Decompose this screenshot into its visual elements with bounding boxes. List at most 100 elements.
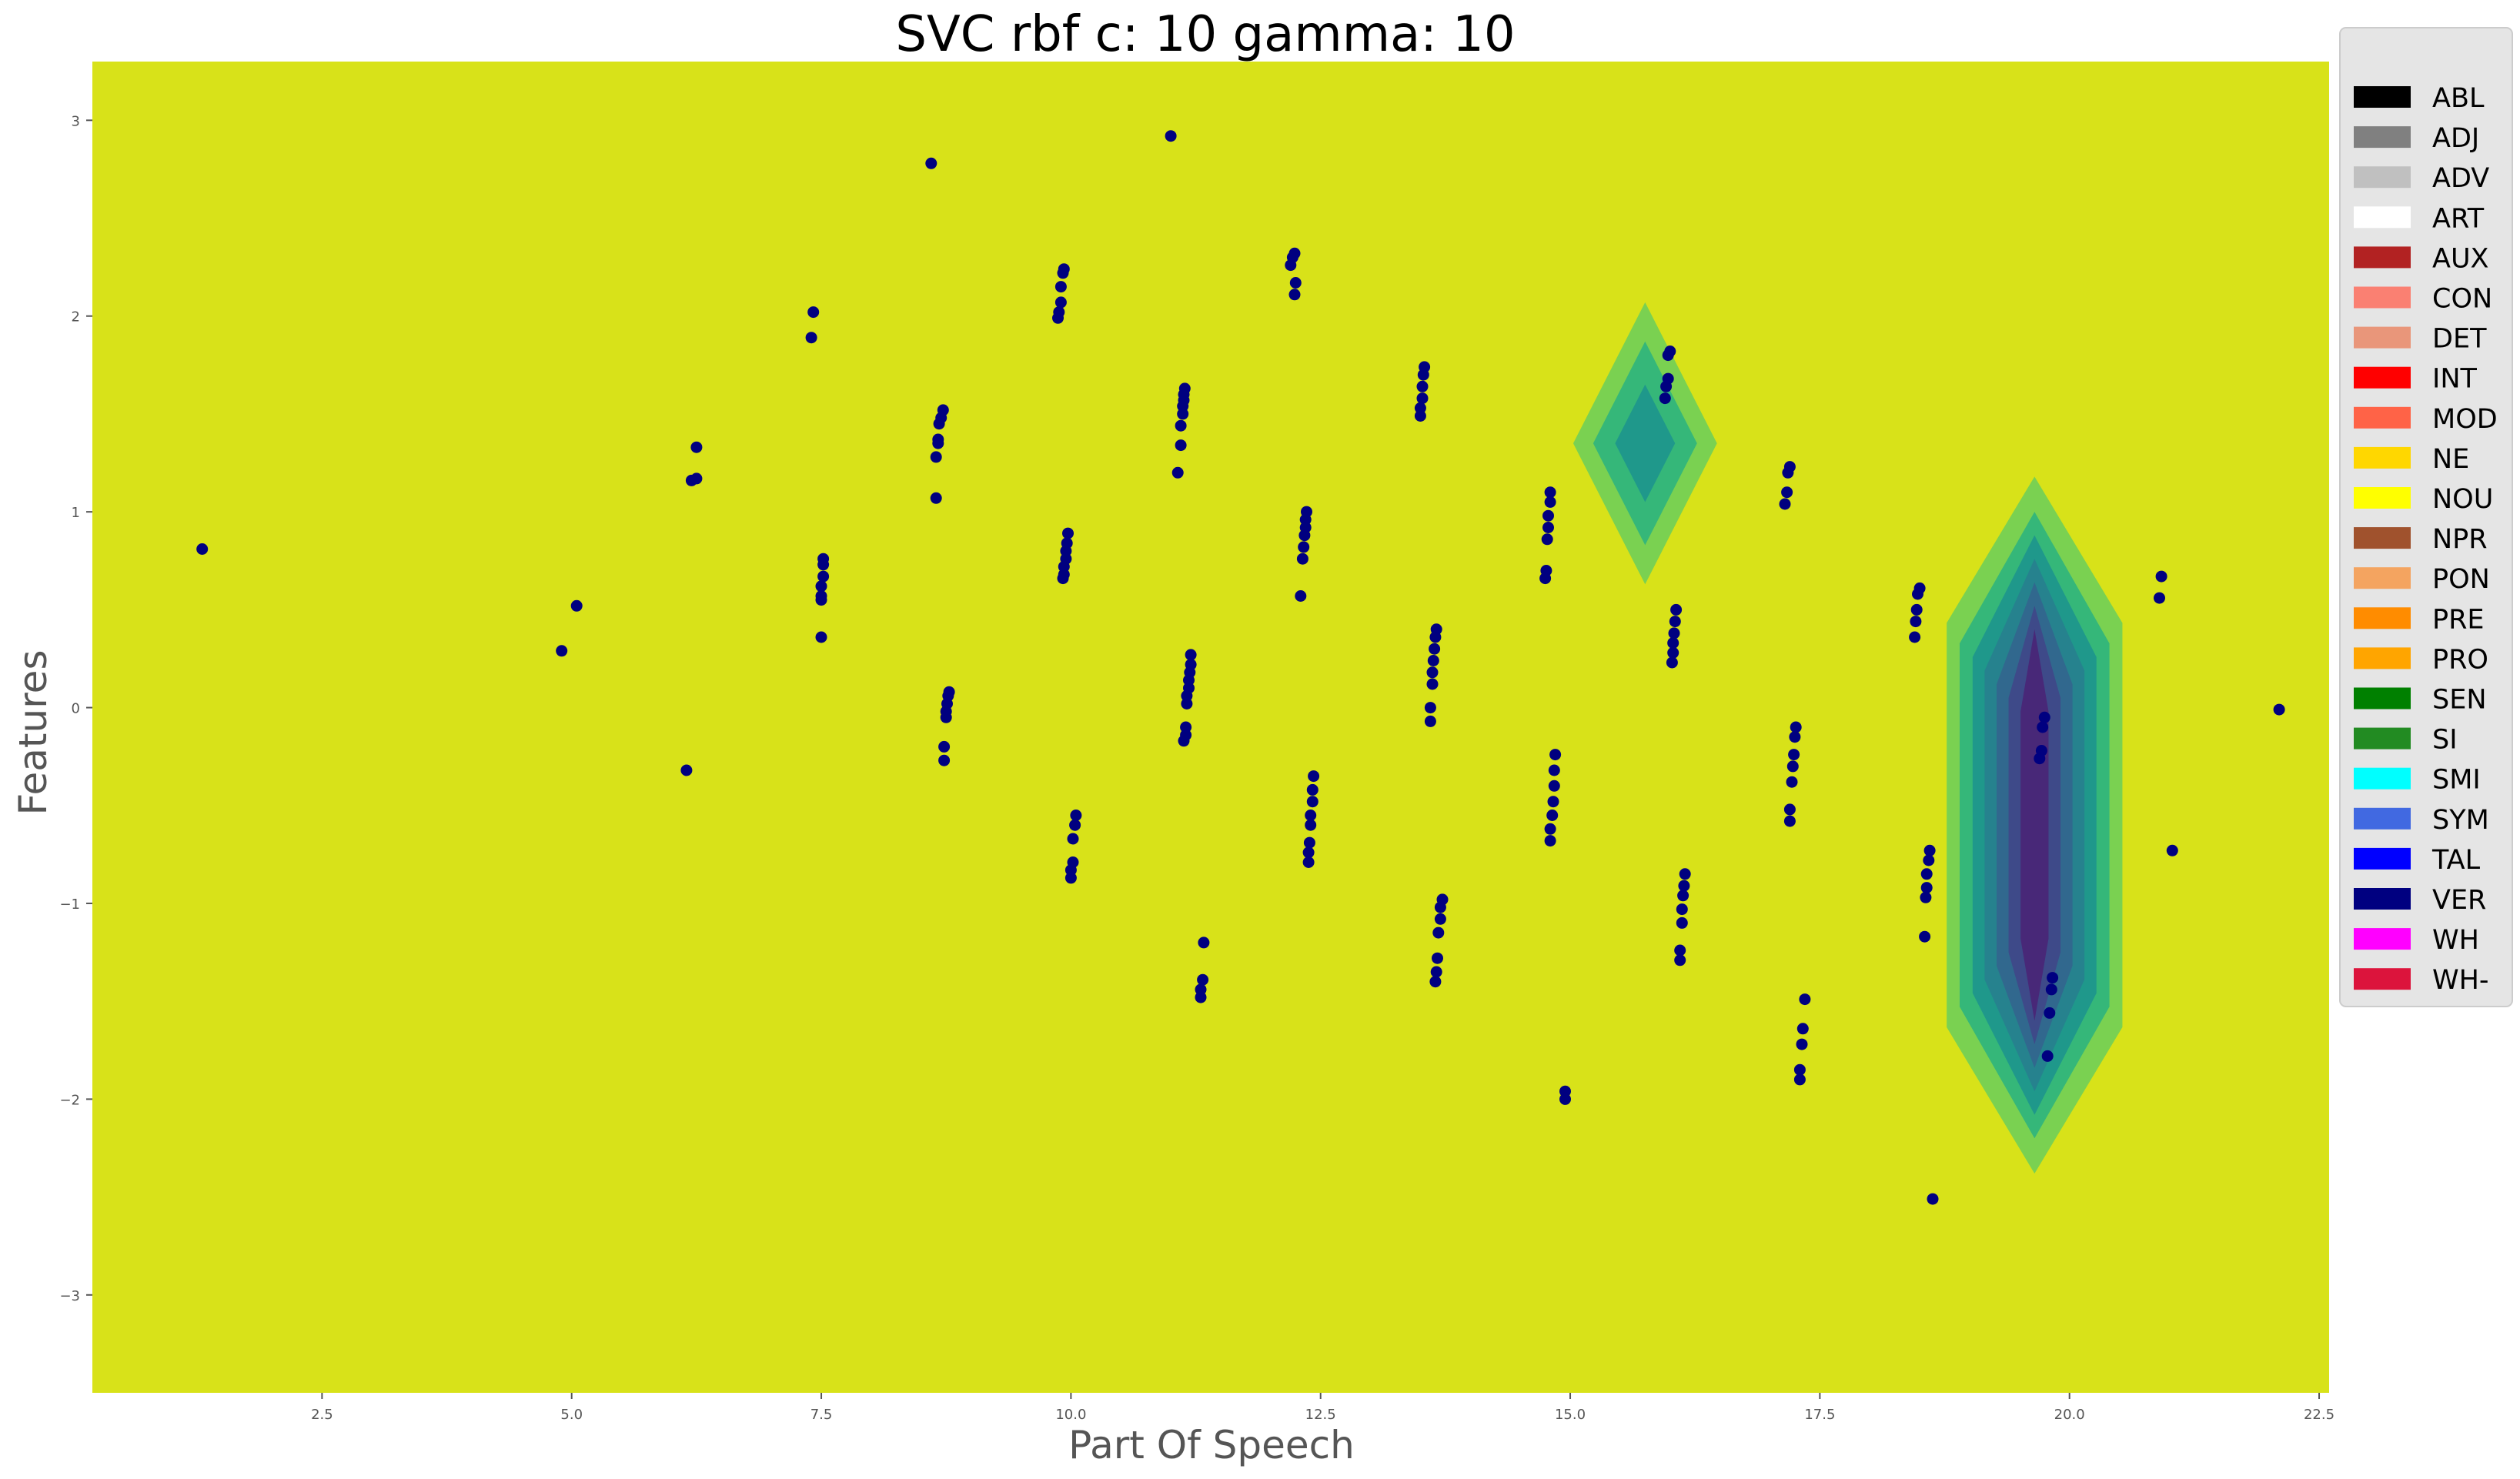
y-tick-label: −3 <box>59 1288 80 1304</box>
data-point <box>2042 1050 2054 1062</box>
data-point <box>1911 604 1923 616</box>
data-point <box>1540 565 1552 576</box>
data-point <box>571 600 583 612</box>
legend-label: ABL <box>2432 83 2485 114</box>
legend-label: ART <box>2432 203 2485 234</box>
data-point <box>1542 522 1554 533</box>
legend-label: ADV <box>2432 163 2489 194</box>
x-tick-label: 5.0 <box>560 1407 583 1423</box>
data-point <box>1061 537 1073 549</box>
legend-swatch-con <box>2354 287 2411 309</box>
data-point <box>1669 627 1680 639</box>
data-point <box>1548 796 1559 807</box>
data-point <box>1920 892 1931 903</box>
legend-swatch-adj <box>2354 126 2411 148</box>
data-point <box>1197 974 1208 986</box>
data-point <box>1307 796 1318 807</box>
data-point <box>938 741 950 753</box>
data-point <box>1425 716 1436 727</box>
data-point <box>1923 855 1934 866</box>
legend-label: SMI <box>2432 765 2481 796</box>
data-point <box>2047 972 2058 983</box>
legend-swatch-ne <box>2354 447 2411 469</box>
data-point <box>1784 461 1796 472</box>
data-point <box>931 492 942 504</box>
legend-label: WH- <box>2432 965 2489 996</box>
data-point <box>1305 810 1316 821</box>
data-point <box>1165 130 1177 142</box>
legend-swatch-sen <box>2354 688 2411 709</box>
legend-swatch-abl <box>2354 86 2411 108</box>
data-point <box>925 158 937 169</box>
data-point <box>1545 823 1556 835</box>
data-point <box>1784 816 1796 827</box>
x-tick-label: 12.5 <box>1305 1407 1336 1423</box>
data-point <box>806 332 817 343</box>
data-point <box>1175 439 1187 451</box>
data-point <box>1549 780 1560 792</box>
legend-label: AUX <box>2432 243 2489 274</box>
data-point <box>1069 820 1081 831</box>
data-point <box>1674 945 1686 957</box>
legend-swatch-sym <box>2354 808 2411 830</box>
x-tick-label: 2.5 <box>311 1407 333 1423</box>
legend-label: SYM <box>2432 805 2489 836</box>
data-point <box>1659 392 1671 404</box>
x-axis-label: Part Of Speech <box>1068 1423 1355 1467</box>
data-point <box>1432 927 1444 939</box>
x-tick-label: 17.5 <box>1804 1407 1835 1423</box>
data-point <box>1789 731 1800 743</box>
data-point <box>1432 953 1443 964</box>
legend-label: NOU <box>2432 484 2493 515</box>
data-point <box>1428 655 1439 666</box>
data-point <box>1427 666 1439 678</box>
data-point <box>680 765 692 776</box>
data-point <box>816 580 827 592</box>
data-point <box>690 442 702 453</box>
data-point <box>2154 593 2165 604</box>
data-point <box>1289 248 1301 259</box>
legend-label: SI <box>2432 725 2458 756</box>
legend-swatch-nou <box>2354 487 2411 509</box>
data-point <box>1179 382 1191 394</box>
data-point <box>1788 749 1800 760</box>
legend-label: WH <box>2432 925 2479 956</box>
legend-swatch-pon <box>2354 567 2411 589</box>
legend-swatch-mod <box>2354 407 2411 429</box>
data-point <box>1542 533 1553 545</box>
data-point <box>944 686 955 698</box>
data-point <box>1308 770 1319 782</box>
data-point <box>1417 392 1429 404</box>
data-point <box>1674 954 1686 966</box>
data-point <box>1927 1194 1939 1205</box>
legend-swatch-si <box>2354 728 2411 750</box>
y-tick-label: 1 <box>72 505 80 521</box>
y-tick-label: 0 <box>72 701 80 717</box>
y-axis-label: Features <box>11 650 55 816</box>
legend-label: VER <box>2432 885 2486 916</box>
data-point <box>1195 983 1207 995</box>
data-point <box>1185 649 1197 660</box>
data-point <box>1058 263 1070 275</box>
legend-label: NE <box>2432 444 2469 475</box>
legend-swatch-int <box>2354 367 2411 389</box>
data-point <box>1799 993 1810 1005</box>
x-axis-ticks: 2.5 5.0 7.5 10.0 12.5 15.0 17.5 20.0 22.5 <box>311 1393 2335 1423</box>
data-point <box>2036 745 2047 756</box>
chart-title: SVC rbf c: 10 gamma: 10 <box>895 6 1515 63</box>
data-point <box>1794 1064 1806 1076</box>
legend-swatch-adv <box>2354 166 2411 188</box>
data-point <box>1797 1023 1809 1034</box>
data-point <box>1549 749 1561 760</box>
data-point <box>1437 893 1449 905</box>
data-point <box>1427 679 1439 690</box>
data-point <box>1180 722 1191 733</box>
x-tick-label: 22.5 <box>2304 1407 2335 1423</box>
legend: ABLADJADVARTAUXCONDETINTMODNENOUNPRPONPR… <box>2340 28 2512 1007</box>
data-point <box>1419 361 1430 372</box>
data-point <box>1919 931 1930 943</box>
data-point <box>1663 373 1674 385</box>
data-point <box>1914 583 1926 594</box>
data-point <box>2044 1007 2055 1019</box>
data-point <box>817 553 829 565</box>
